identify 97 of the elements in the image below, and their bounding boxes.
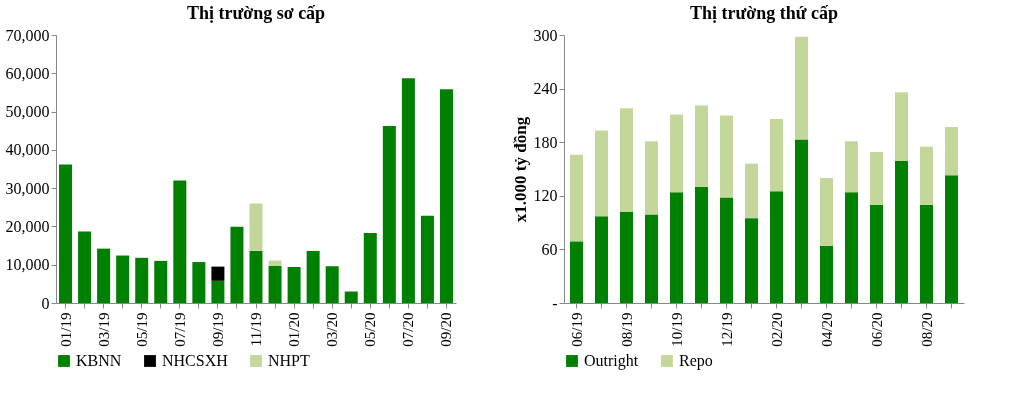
bar — [306, 250, 320, 303]
bar — [720, 115, 733, 198]
x-tick-label: 09/20 — [438, 312, 455, 347]
bar — [745, 163, 758, 219]
x-tick-label: 11/19 — [248, 312, 264, 347]
bar — [78, 231, 92, 303]
bar — [670, 192, 683, 303]
x-tick-label: 04/20 — [818, 312, 835, 347]
bar — [795, 139, 808, 303]
chart-title: Thị trường sơ cấp — [186, 3, 326, 23]
x-tick-label: 01/19 — [57, 312, 74, 347]
bar — [645, 214, 658, 303]
bar — [192, 262, 206, 303]
bar — [268, 260, 282, 266]
y-axis-title: x1.000 tỷ đồng — [510, 116, 530, 223]
y-tick-label: 120 — [533, 187, 558, 205]
x-tick-label: 05/19 — [133, 312, 150, 347]
bar — [620, 211, 633, 303]
x-tick-label: 06/19 — [568, 312, 585, 347]
bar — [695, 105, 708, 187]
bar — [570, 241, 583, 303]
bar — [595, 216, 608, 303]
bar — [770, 191, 783, 303]
bar — [595, 130, 608, 217]
bar — [211, 280, 225, 303]
bar — [230, 226, 244, 303]
bar — [845, 141, 858, 193]
y-tick-label: 10,000 — [5, 256, 50, 274]
y-tick-label: 30,000 — [5, 179, 50, 197]
y-tick-label: 60,000 — [5, 64, 50, 82]
bar — [895, 92, 908, 161]
bar — [325, 266, 339, 303]
bar — [116, 255, 130, 303]
bar — [287, 267, 301, 303]
x-tick-label: 03/20 — [324, 312, 341, 347]
bar — [820, 177, 833, 246]
bar — [249, 203, 263, 251]
y-tick-label: 50,000 — [5, 103, 50, 121]
bar — [363, 232, 377, 303]
bar — [920, 204, 933, 303]
x-tick-label: 03/19 — [95, 312, 112, 347]
bar — [420, 215, 434, 303]
bar — [795, 36, 808, 140]
y-tick-label: 300 — [533, 26, 558, 44]
chart-title: Thị trường thứ cấp — [689, 3, 839, 23]
bar — [945, 175, 958, 303]
x-tick-label: 09/19 — [209, 312, 226, 347]
bar — [382, 126, 396, 303]
bar — [870, 204, 883, 303]
bar — [670, 114, 683, 193]
bar — [820, 245, 833, 303]
y-tick-label: 40,000 — [5, 141, 50, 159]
bar — [570, 154, 583, 242]
x-tick-label: 07/20 — [400, 312, 417, 347]
bar — [895, 160, 908, 303]
y-tick-label: 240 — [533, 80, 558, 98]
bar — [645, 141, 658, 215]
bar — [97, 248, 111, 303]
bar — [249, 250, 263, 303]
bar — [745, 218, 758, 303]
bar — [770, 118, 783, 192]
x-tick-label: 01/20 — [286, 312, 303, 347]
bar — [720, 197, 733, 303]
x-tick-label: 08/20 — [918, 312, 935, 347]
bar — [695, 186, 708, 303]
x-tick-label: 12/19 — [718, 312, 735, 347]
bar — [620, 108, 633, 212]
bar — [268, 265, 282, 303]
bar — [401, 78, 415, 303]
bar — [845, 192, 858, 303]
legend-label: NHCSXH — [162, 352, 229, 369]
bar — [870, 152, 883, 205]
legend-label: Outright — [584, 352, 639, 370]
y-tick-label: 60 — [541, 240, 558, 258]
legend-label: NHPT — [268, 352, 311, 369]
y-tick-label: - — [552, 294, 558, 312]
x-tick-label: 10/19 — [668, 312, 685, 347]
bar — [59, 164, 73, 303]
bar — [920, 146, 933, 205]
x-tick-label: 05/20 — [362, 312, 379, 347]
bar — [945, 127, 958, 176]
bar — [344, 291, 358, 303]
y-tick-label: 70,000 — [5, 26, 50, 44]
legend-label: KBNN — [76, 352, 122, 369]
x-tick-label: 02/20 — [768, 312, 785, 347]
x-tick-label: 07/19 — [171, 312, 188, 347]
bar — [173, 180, 187, 303]
x-tick-label: 08/19 — [618, 312, 635, 347]
bar — [135, 257, 149, 303]
legend-label: Repo — [679, 352, 713, 370]
y-tick-label: 0 — [41, 294, 50, 312]
bar — [439, 89, 453, 303]
y-tick-label: 180 — [533, 133, 558, 151]
y-tick-label: 20,000 — [5, 217, 50, 235]
x-tick-label: 06/20 — [868, 312, 885, 347]
bar — [154, 260, 168, 303]
bar — [211, 266, 225, 281]
